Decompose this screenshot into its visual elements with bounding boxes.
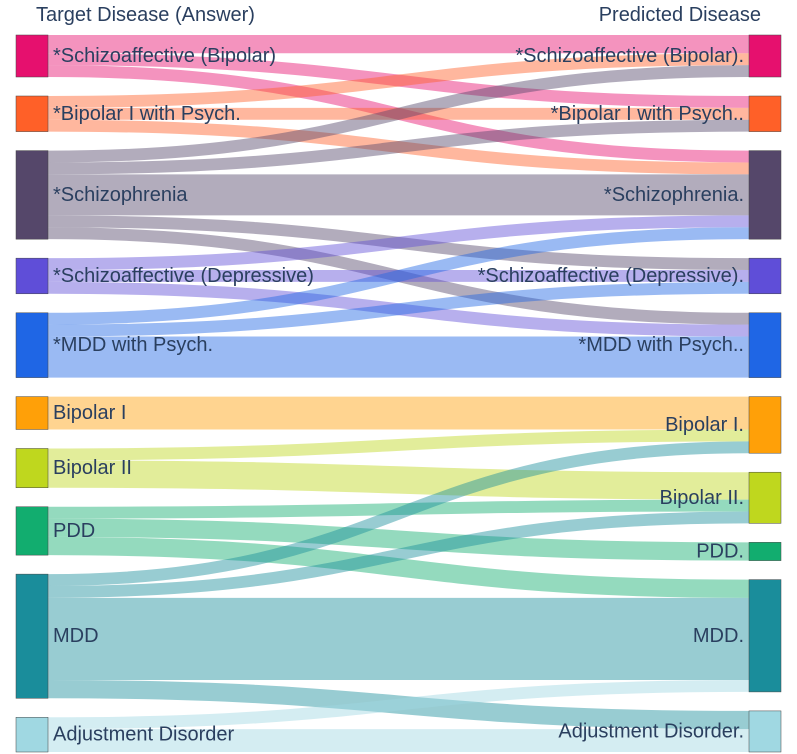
target-node bbox=[748, 150, 782, 240]
source-node-label: PDD bbox=[53, 520, 95, 542]
target-node-label: *MDD with Psych.. bbox=[578, 334, 744, 356]
node-group bbox=[15, 34, 782, 753]
target-node-label: Adjustment Disorder. bbox=[558, 720, 744, 742]
target-node-label: PDD. bbox=[696, 540, 744, 562]
sankey-link bbox=[47, 511, 750, 598]
sankey-link bbox=[47, 53, 750, 108]
source-node bbox=[15, 312, 49, 378]
sankey-link bbox=[47, 227, 750, 325]
target-node bbox=[748, 95, 782, 132]
sankey-link bbox=[47, 460, 750, 500]
sankey-link bbox=[47, 429, 750, 461]
source-node bbox=[15, 448, 49, 488]
source-node-label: *MDD with Psych. bbox=[53, 334, 213, 356]
source-node-label: *Schizoaffective (Bipolar) bbox=[53, 45, 276, 67]
source-node bbox=[15, 573, 49, 699]
sankey-link bbox=[47, 518, 750, 561]
target-node bbox=[748, 710, 782, 753]
source-node-label: Adjustment Disorder bbox=[53, 724, 235, 746]
sankey-link bbox=[47, 119, 750, 175]
target-node-label: *Schizoaffective (Depressive). bbox=[478, 265, 744, 287]
source-node-label: Bipolar I bbox=[53, 402, 126, 424]
sankey-link bbox=[47, 53, 750, 108]
sankey-link bbox=[47, 215, 750, 271]
target-node bbox=[748, 312, 782, 378]
source-node bbox=[15, 717, 49, 753]
sankey-link bbox=[47, 65, 750, 163]
target-node bbox=[748, 542, 782, 561]
source-node bbox=[15, 95, 49, 132]
sankey-link bbox=[47, 65, 750, 163]
sankey-link bbox=[47, 227, 750, 325]
target-node bbox=[748, 257, 782, 295]
sankey-link bbox=[47, 119, 750, 175]
target-node bbox=[748, 396, 782, 454]
source-node-label: *Bipolar I with Psych. bbox=[53, 103, 241, 125]
target-node-label: *Schizoaffective (Bipolar). bbox=[515, 45, 744, 67]
label-group: *Schizoaffective (Bipolar) *Bipolar I wit… bbox=[53, 45, 744, 746]
source-node bbox=[15, 257, 49, 295]
source-node-label: MDD bbox=[53, 625, 99, 647]
target-node-label: *Schizophrenia. bbox=[604, 184, 744, 206]
link-group bbox=[47, 34, 750, 753]
sankey-link bbox=[47, 215, 750, 271]
target-node-label: Bipolar I. bbox=[665, 414, 744, 436]
target-node-label: MDD. bbox=[693, 625, 744, 647]
source-node-label: *Schizophrenia bbox=[53, 184, 188, 206]
source-node bbox=[15, 34, 49, 78]
sankey-link bbox=[47, 441, 750, 586]
target-node-label: *Bipolar I with Psych.. bbox=[551, 103, 744, 125]
sankey-link bbox=[47, 499, 750, 519]
source-node bbox=[15, 506, 49, 556]
sankey-link bbox=[47, 536, 750, 598]
sankey-link bbox=[47, 281, 750, 337]
target-node-label: Bipolar II. bbox=[660, 487, 744, 509]
source-node bbox=[15, 150, 49, 240]
target-node bbox=[748, 579, 782, 693]
sankey-link bbox=[47, 281, 750, 337]
target-node bbox=[748, 471, 782, 524]
target-node bbox=[748, 34, 782, 78]
source-node-label: Bipolar II bbox=[53, 457, 132, 479]
source-axis-header: Target Disease (Answer) bbox=[36, 4, 255, 26]
target-axis-header: Predicted Disease bbox=[598, 4, 761, 26]
sankey-link bbox=[47, 680, 750, 730]
sankey-link bbox=[47, 680, 750, 730]
source-node bbox=[15, 396, 49, 430]
source-node-label: *Schizoaffective (Depressive) bbox=[53, 265, 314, 287]
